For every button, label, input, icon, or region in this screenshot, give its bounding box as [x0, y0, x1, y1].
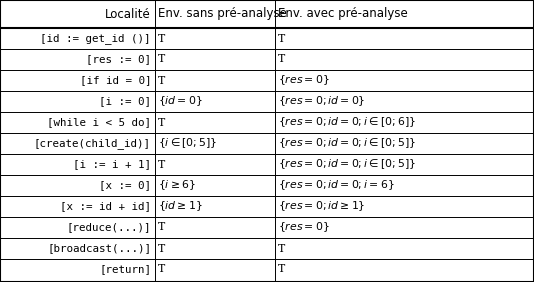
Text: T: T [158, 243, 165, 254]
Text: [i := i + 1]: [i := i + 1] [73, 160, 151, 169]
Text: T: T [158, 76, 165, 85]
Text: $\{res = 0\}$: $\{res = 0\}$ [278, 74, 329, 87]
Text: $\{id = 0\}$: $\{id = 0\}$ [158, 94, 203, 108]
Text: [x := id + id]: [x := id + id] [60, 202, 151, 212]
Text: Localité: Localité [105, 8, 151, 21]
Text: $\{res = 0;id = 0;i \in  [0;5]\}$: $\{res = 0;id = 0;i \in [0;5]\}$ [278, 158, 416, 171]
Text: T: T [158, 160, 165, 169]
Text: Env. avec pré-analyse: Env. avec pré-analyse [278, 8, 408, 21]
Text: Env. sans pré-analyse: Env. sans pré-analyse [158, 8, 287, 21]
Text: [broadcast(...)]: [broadcast(...)] [47, 243, 151, 254]
Text: $\{res = 0;id = 0;i = 6\}$: $\{res = 0;id = 0;i = 6\}$ [278, 179, 395, 192]
Text: $\{i \geq  6\}$: $\{i \geq 6\}$ [158, 179, 196, 192]
Text: $\{res = 0;id \geq  1\}$: $\{res = 0;id \geq 1\}$ [278, 200, 366, 213]
Text: T: T [278, 34, 285, 43]
Text: T: T [158, 54, 165, 65]
Text: $\{res = 0;id = 0;i \in  [0;5]\}$: $\{res = 0;id = 0;i \in [0;5]\}$ [278, 136, 416, 150]
Text: $\{i \in  [0;5]\}$: $\{i \in [0;5]\}$ [158, 136, 217, 150]
Text: [res := 0]: [res := 0] [86, 54, 151, 65]
Text: [x := 0]: [x := 0] [99, 180, 151, 191]
Text: [return]: [return] [99, 265, 151, 274]
Text: [while i < 5 do]: [while i < 5 do] [47, 118, 151, 127]
Text: T: T [158, 265, 165, 274]
Text: [id := get_id ()]: [id := get_id ()] [41, 33, 151, 44]
Text: $\{res = 0;id = 0\}$: $\{res = 0;id = 0\}$ [278, 94, 366, 108]
Text: $\{res = 0;id = 0;i \in  [0;6]\}$: $\{res = 0;id = 0;i \in [0;6]\}$ [278, 116, 416, 129]
Text: [if id = 0]: [if id = 0] [80, 76, 151, 85]
Text: [reduce(...)]: [reduce(...)] [67, 222, 151, 232]
Text: T: T [278, 265, 285, 274]
Text: [i := 0]: [i := 0] [99, 96, 151, 107]
Text: T: T [158, 34, 165, 43]
Text: [create(child_id)]: [create(child_id)] [34, 138, 151, 149]
Text: $\{id \geq  1\}$: $\{id \geq 1\}$ [158, 200, 203, 213]
Text: T: T [158, 118, 165, 127]
Text: T: T [278, 243, 285, 254]
Text: T: T [278, 54, 285, 65]
Text: $\{res = 0\}$: $\{res = 0\}$ [278, 221, 329, 234]
Text: T: T [158, 222, 165, 232]
